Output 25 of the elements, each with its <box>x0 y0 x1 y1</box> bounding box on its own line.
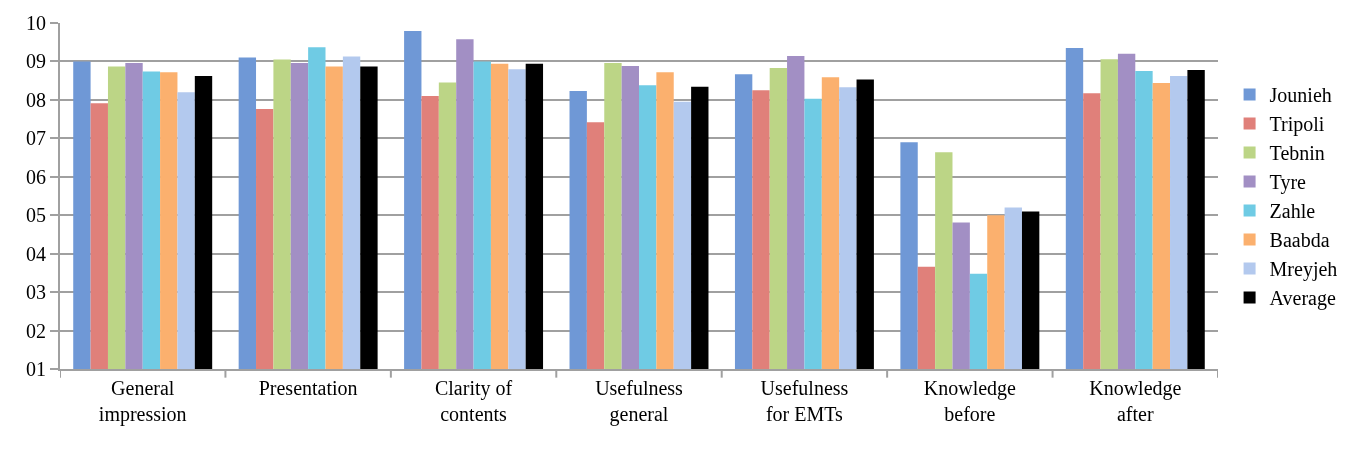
x-tick-label: General impression <box>98 377 187 426</box>
y-tick-label: 09 <box>26 50 46 73</box>
y-tick-label: 06 <box>26 165 46 188</box>
y-tick-label: 10 <box>26 12 46 34</box>
legend-label: Average <box>1269 287 1336 311</box>
y-tick-label: 08 <box>26 88 46 111</box>
x-tick-label: Knowledge after <box>1089 377 1182 425</box>
x-tick-label: Presentation <box>258 377 358 399</box>
legend-label: Zahle <box>1269 200 1316 223</box>
y-tick-label: 05 <box>26 204 46 227</box>
legend-label: Mreyjeh <box>1269 258 1338 282</box>
y-tick-label: 04 <box>26 242 46 265</box>
x-tick-label: Knowledge before <box>923 377 1017 425</box>
x-tick-label: Clarity of contents <box>434 377 513 425</box>
legend-label: Tyre <box>1269 171 1307 195</box>
legend-label: Tebnin <box>1269 142 1325 165</box>
legend-label: Tripoli <box>1269 113 1325 137</box>
y-tick-label: 02 <box>26 319 46 342</box>
y-tick-label: 03 <box>26 281 46 304</box>
y-tick-label: 01 <box>26 358 46 380</box>
x-tick-label: Usefulness for EMTs <box>760 377 849 425</box>
y-tick-label: 07 <box>26 127 46 150</box>
legend-label: Jounieh <box>1269 84 1332 107</box>
x-tick-label: Usefulness general <box>595 377 684 426</box>
legend-label: Baabda <box>1269 229 1330 252</box>
